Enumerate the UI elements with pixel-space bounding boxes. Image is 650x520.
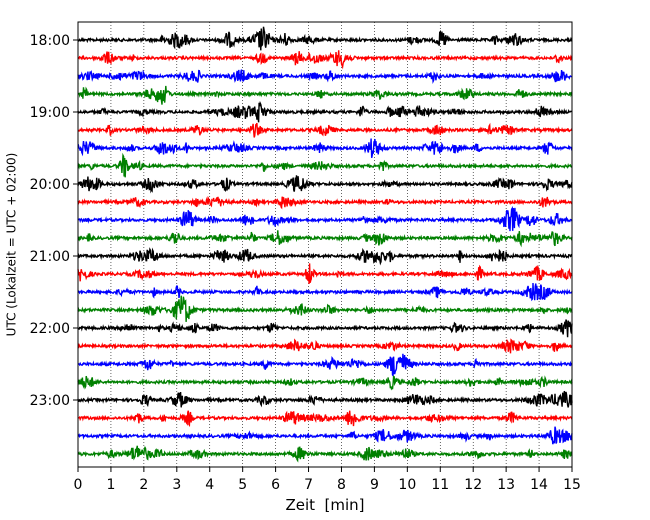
x-tick-label-0: 0 [74,477,83,493]
y-tick-label-2200: 22:00 [30,321,70,337]
y-tick-label-1900: 19:00 [30,105,70,121]
x-tick-label-1: 1 [106,477,115,493]
trace-2300 [77,390,573,408]
y-tick-label-1800: 18:00 [30,33,70,49]
trace-1815 [77,50,573,70]
y-axis-ticks: 18:00 19:00 20:00 21:00 22:00 23:00 [30,33,78,409]
trace-1945 [77,152,573,178]
trace-2015 [77,195,573,210]
trace-2345 [77,445,573,463]
y-tick-label-2300: 23:00 [30,393,70,409]
trace-2330 [77,426,573,445]
x-tick-label-5: 5 [238,477,247,493]
trace-2230 [77,353,573,378]
trace-2000 [77,175,573,194]
trace-2115 [77,263,573,284]
trace-1900 [77,100,573,123]
trace-2245 [77,375,573,391]
x-tick-label-4: 4 [205,477,214,493]
x-tick-label-10: 10 [398,477,416,493]
seismogram-traces [77,26,573,463]
x-tick-label-14: 14 [530,477,548,493]
trace-2130 [77,282,573,302]
trace-2315 [77,410,573,428]
x-tick-label-6: 6 [271,477,280,493]
trace-2045 [77,230,573,248]
x-tick-label-7: 7 [304,477,313,493]
x-tick-label-9: 9 [370,477,379,493]
y-axis-label: UTC (Lokalzeit = UTC + 02:00) [5,153,19,337]
x-tick-label-11: 11 [431,477,449,493]
y-tick-label-2000: 20:00 [30,177,70,193]
trace-1930 [77,138,573,158]
x-tick-label-15: 15 [563,477,581,493]
trace-2215 [77,338,573,354]
x-axis-label: Zeit [min] [285,496,364,514]
trace-2030 [77,205,573,232]
trace-1915 [77,122,573,138]
trace-2145 [77,295,573,322]
x-axis-ticks: 0 1 2 3 4 5 6 7 8 9 10 11 12 13 14 15 [74,467,581,493]
trace-2100 [77,247,573,266]
x-tick-label-13: 13 [497,477,515,493]
trace-1800 [77,26,573,51]
x-tick-label-3: 3 [172,477,181,493]
trace-2200 [77,319,573,338]
trace-1845 [77,85,573,105]
x-tick-label-8: 8 [337,477,346,493]
x-tick-label-12: 12 [464,477,482,493]
y-tick-label-2100: 21:00 [30,249,70,265]
plot-frame [77,21,573,468]
trace-1830 [77,69,573,84]
x-tick-label-2: 2 [139,477,148,493]
